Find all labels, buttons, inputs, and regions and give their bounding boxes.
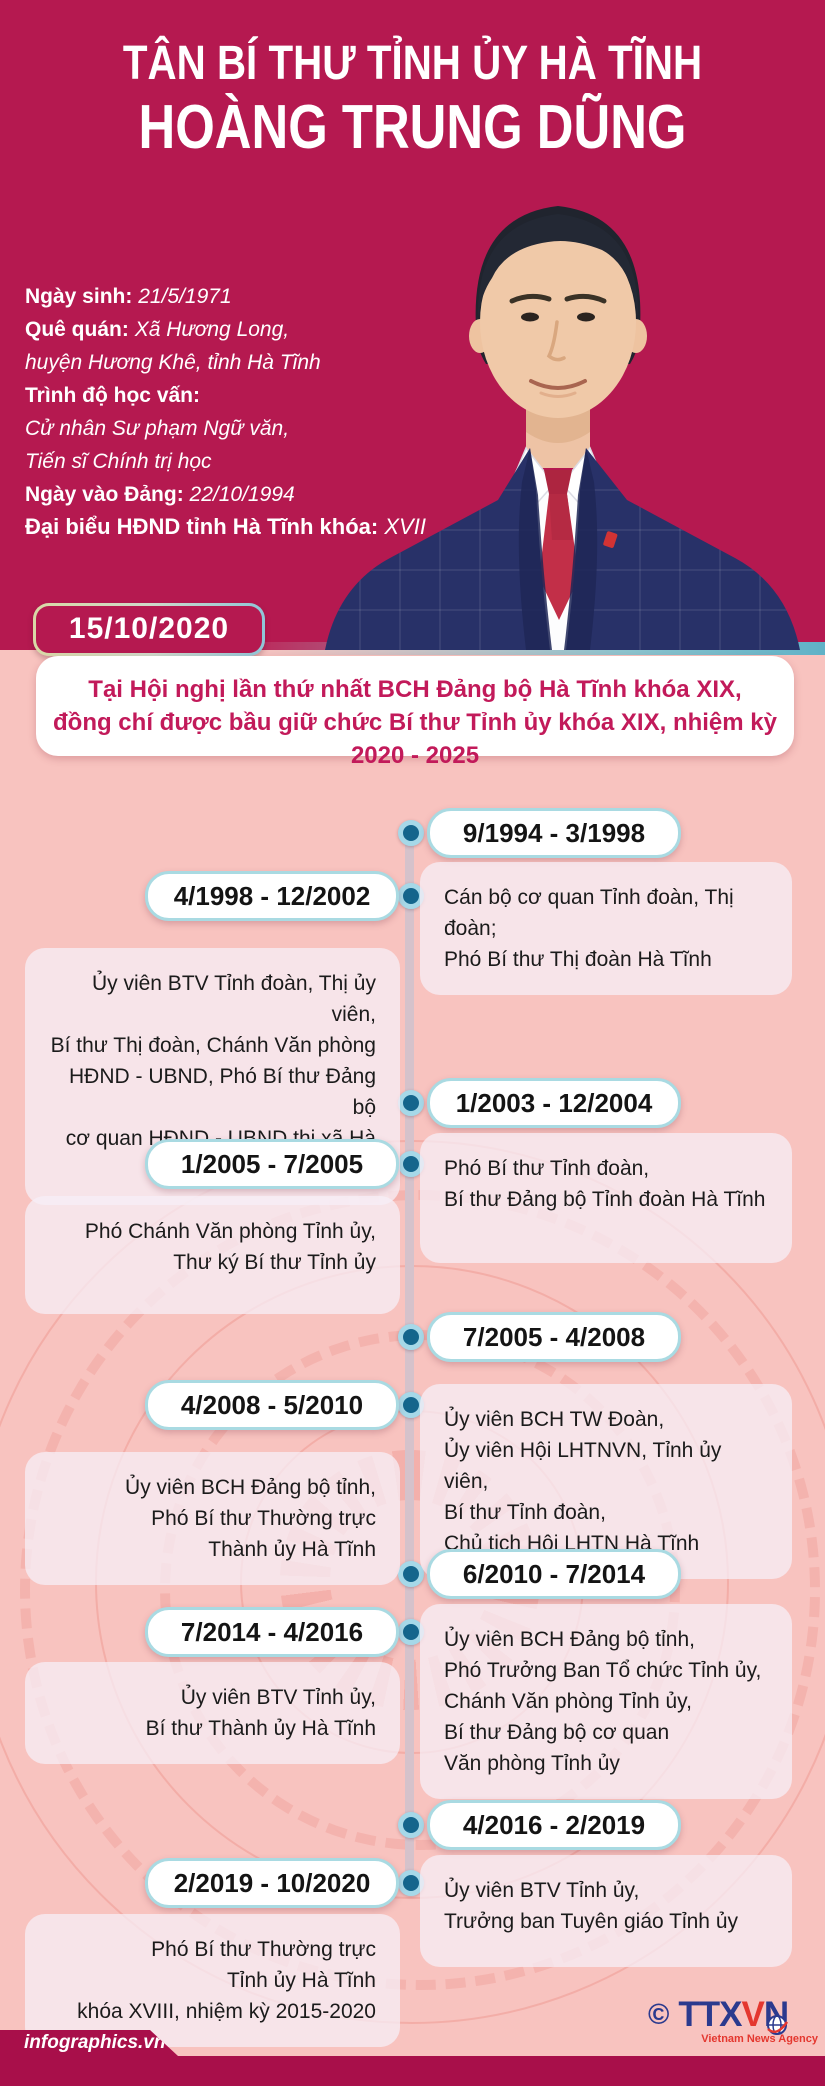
footer-site-label: infographics.vn: [24, 2032, 166, 2053]
profile-birth: Ngày sinh: 21/5/1971: [25, 285, 232, 308]
timeline-desc: Ủy viên BCH Đảng bộ tỉnh, Phó Bí thư Thư…: [25, 1452, 400, 1585]
copyright-icon: ©: [648, 1999, 670, 2031]
timeline-date-pill: 7/2014 - 4/2016: [145, 1607, 399, 1657]
timeline-desc: Ủy viên BCH Đảng bộ tỉnh, Phó Trưởng Ban…: [420, 1604, 792, 1799]
logo-ttx: TTX: [678, 1995, 742, 2034]
timeline-date-pill: 4/2016 - 2/2019: [427, 1800, 681, 1850]
timeline-date-pill: 1/2005 - 7/2005: [145, 1139, 399, 1189]
portrait-tie-knot: [544, 470, 572, 494]
timeline-date-pill: 4/1998 - 12/2002: [145, 871, 399, 921]
timeline-dot: [398, 1561, 424, 1587]
event-banner: Tại Hội nghị lần thứ nhất BCH Đảng bộ Hà…: [36, 656, 794, 769]
timeline-date-pill: 9/1994 - 3/1998: [427, 808, 681, 858]
timeline-dot: [398, 1812, 424, 1838]
timeline-desc: Ủy viên BTV Tỉnh ủy, Trưởng ban Tuyên gi…: [420, 1855, 792, 1967]
timeline-line: [405, 833, 414, 1889]
logo-v: V: [741, 1995, 764, 2034]
timeline-date-pill: 2/2019 - 10/2020: [145, 1858, 399, 1908]
timeline-desc: Ủy viên BCH TW Đoàn, Ủy viên Hội LHTNVN,…: [420, 1384, 792, 1579]
timeline-dot: [398, 820, 424, 846]
profile-education-2: Tiến sĩ Chính trị học: [25, 450, 212, 473]
profile-info: Ngày sinh: 21/5/1971 Quê quán: Xã Hương …: [25, 280, 321, 511]
ttxvn-logo: © TTX V N Vietnam News Agency: [648, 1995, 820, 2050]
footer-site-tab: infographics.vn: [0, 2030, 178, 2056]
profile-education-1: Cử nhân Sư phạm Ngữ văn,: [25, 417, 290, 440]
timeline-dot: [398, 1392, 424, 1418]
timeline-desc: Phó Bí thư Tỉnh đoàn, Bí thư Đảng bộ Tỉn…: [420, 1133, 792, 1263]
globe-icon: [767, 2015, 788, 2035]
portrait-hair: [477, 214, 639, 318]
portrait-photo: [325, 206, 800, 650]
timeline-dot: [398, 1324, 424, 1350]
timeline-desc: Ủy viên BTV Tỉnh ủy, Bí thư Thành ủy Hà …: [25, 1662, 400, 1764]
event-banner-line2: đồng chí được bầu giữ chức Bí thư Tỉnh ủ…: [53, 709, 777, 769]
portrait-suit-right: [566, 448, 800, 650]
timeline-date-pill: 6/2010 - 7/2014: [427, 1549, 681, 1599]
profile-education-label: Trình độ học vấn:: [25, 384, 201, 407]
profile-hometown-2: huyện Hương Khê, tỉnh Hà Tĩnh: [25, 351, 321, 374]
timeline-desc: Phó Bí thư Thường trực Tỉnh ủy Hà Tĩnh k…: [25, 1914, 400, 2047]
timeline-date-pill: 7/2005 - 4/2008: [427, 1312, 681, 1362]
portrait-suit-left: [325, 448, 550, 650]
page-title: HOÀNG TRUNG DŨNG: [138, 93, 687, 162]
footer-bar: [0, 2056, 825, 2086]
profile-delegate: Đại biểu HĐND tỉnh Hà Tĩnh khóa: XVII: [25, 514, 426, 539]
event-banner-line1: Tại Hội nghị lần thứ nhất BCH Đảng bộ Hà…: [88, 676, 742, 703]
timeline-desc: Cán bộ cơ quan Tỉnh đoàn, Thị đoàn; Phó …: [420, 862, 792, 995]
timeline-desc: Phó Chánh Văn phòng Tỉnh ủy, Thư ký Bí t…: [25, 1196, 400, 1314]
flag-pin: [603, 531, 618, 548]
timeline-dot: [398, 1090, 424, 1116]
profile-hometown: Quê quán: Xã Hương Long,: [25, 318, 290, 341]
timeline-date-pill: 4/2008 - 5/2010: [145, 1380, 399, 1430]
event-date-badge: 15/10/2020: [33, 603, 265, 656]
header-subtitle: TÂN BÍ THƯ TỈNH ỦY HÀ TĨNH: [122, 37, 703, 90]
agency-name: Vietnam News Agency: [701, 2033, 818, 2045]
timeline-date-pill: 1/2003 - 12/2004: [427, 1078, 681, 1128]
profile-party-date: Ngày vào Đảng: 22/10/1994: [25, 483, 295, 506]
